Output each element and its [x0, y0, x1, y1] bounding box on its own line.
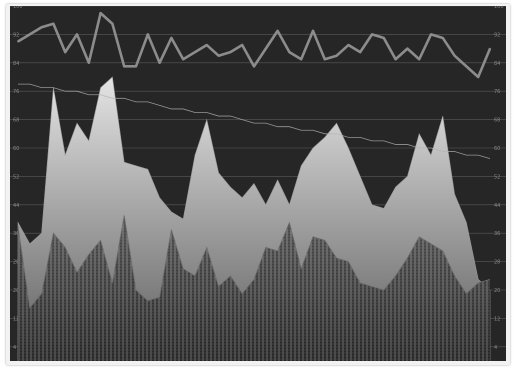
left-tick-label: 44 — [13, 203, 19, 209]
series-layer — [17, 11, 492, 361]
left-tick-label: 84 — [13, 61, 19, 67]
line-point — [430, 33, 432, 36]
line-point — [406, 47, 409, 50]
right-tick-label: 76 — [494, 89, 500, 95]
right-tick-label: 28 — [494, 260, 500, 266]
line-point — [489, 47, 491, 50]
left-tick-label: 76 — [13, 89, 19, 95]
line-series — [17, 11, 492, 79]
line-points — [17, 12, 491, 78]
line-point — [371, 33, 373, 36]
line-point — [123, 65, 126, 68]
right-tick-label: 36 — [494, 231, 500, 237]
line-point — [441, 37, 444, 39]
trend-line — [18, 83, 491, 160]
line-point — [205, 44, 208, 46]
area-front-edge — [17, 215, 491, 309]
right-tick-label: 84 — [494, 61, 500, 67]
right-tick-label: 52 — [494, 174, 500, 180]
right-tick-label: 20 — [494, 288, 500, 294]
left-tick-label: 68 — [13, 118, 19, 124]
line-point — [194, 51, 196, 54]
left-tick-label: 100 — [13, 6, 23, 10]
right-tick-label: 68 — [494, 118, 500, 124]
right-tick-label: 4 — [494, 345, 497, 351]
line-point — [300, 58, 303, 61]
line-point — [40, 26, 43, 29]
line-point — [477, 76, 480, 78]
line-point — [99, 12, 102, 14]
line-point — [335, 54, 338, 57]
line-point — [182, 58, 185, 61]
line-point — [323, 58, 326, 61]
left-tick-label: 20 — [13, 288, 19, 294]
line-point — [359, 51, 362, 54]
line-point — [52, 22, 55, 25]
left-tick-label: 36 — [13, 231, 19, 237]
right-tick-label: 100 — [494, 6, 504, 10]
line-point — [418, 58, 421, 61]
line-point — [64, 51, 67, 54]
line-point — [288, 51, 291, 54]
line-point — [347, 44, 350, 46]
line-point — [135, 65, 137, 68]
line-point — [111, 22, 114, 25]
right-tick-label: 44 — [494, 203, 500, 209]
line-point — [312, 29, 314, 32]
line-point — [76, 33, 78, 36]
left-tick-label: 92 — [13, 32, 19, 38]
left-tick-label: 4 — [13, 345, 16, 351]
line-point — [241, 44, 244, 46]
line-point — [382, 37, 385, 39]
line-point — [17, 40, 19, 43]
line-point — [158, 61, 161, 64]
line-point — [453, 54, 456, 57]
left-tick-label: 12 — [13, 316, 19, 322]
line-point — [28, 33, 31, 36]
line-point — [264, 47, 267, 50]
line-point — [253, 65, 255, 68]
line-point — [465, 65, 468, 68]
line-point — [87, 61, 90, 64]
area-front-shade — [18, 215, 490, 361]
line-point — [229, 51, 232, 54]
line-point — [217, 54, 220, 57]
left-tick-label: 52 — [13, 174, 19, 180]
line-point — [170, 37, 173, 39]
right-tick-label: 12 — [494, 316, 500, 322]
right-tick-label: 60 — [494, 146, 500, 152]
right-tick-label: 92 — [494, 32, 500, 38]
chart-area: 100 100 92 92 84 84 76 76 68 68 60 60 52 52 44 44 36 36 28… — [10, 6, 506, 361]
left-tick-label: 28 — [13, 260, 19, 266]
line-point — [276, 29, 279, 32]
line-point — [394, 58, 397, 61]
left-tick-label: 60 — [13, 146, 19, 152]
line-point — [146, 33, 149, 36]
